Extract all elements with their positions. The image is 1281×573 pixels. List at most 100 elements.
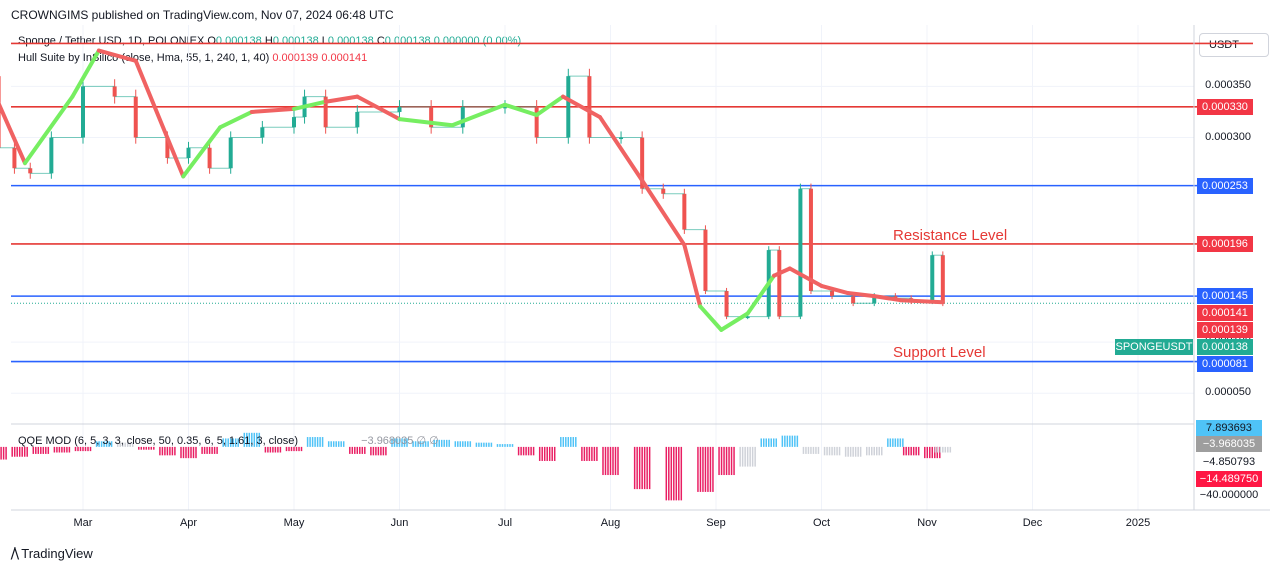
candle-body — [893, 296, 898, 299]
candle-body — [661, 188, 666, 194]
hull-legend: Hull Suite by InSilico (close, Hma, 55, … — [18, 52, 367, 64]
hull-segment — [534, 94, 566, 118]
qqe-tick-label: −3.968035 — [1196, 436, 1262, 452]
candle-body — [460, 106, 465, 128]
close-label: C — [376, 35, 385, 47]
qqe-tick-label: −14.489750 — [1196, 471, 1262, 487]
candle-body — [587, 76, 592, 138]
hull-line — [0, 48, 945, 332]
hull-segment — [397, 117, 455, 128]
hull-segment — [292, 99, 328, 111]
qqe-legend: QQE MOD (6, 5, 3, 3, close, 50, 0.35, 6,… — [18, 434, 439, 447]
price-tag: 0.000138 — [1197, 339, 1253, 356]
hull-segment — [682, 242, 703, 309]
hull-segment — [819, 283, 850, 296]
hull-segment — [787, 266, 824, 288]
candle-body — [534, 106, 539, 138]
candle-body — [429, 106, 434, 128]
candle-body — [619, 137, 624, 140]
hull-value-1: 0.000139 — [272, 52, 319, 64]
hull-segment — [96, 48, 138, 63]
candle-body — [49, 137, 54, 174]
hull-segment — [181, 125, 223, 179]
candle-body — [112, 86, 117, 97]
hull-segment — [218, 109, 254, 130]
candle-body — [640, 137, 645, 189]
candle-body — [851, 296, 856, 304]
candle-body — [682, 193, 687, 230]
candle-body — [872, 296, 877, 304]
candle-body — [12, 147, 17, 169]
qqe-tick-label: −4.850793 — [1196, 454, 1262, 470]
hull-name[interactable]: Hull Suite by InSilico (close, Hma, 55, … — [18, 52, 270, 64]
qqe-value-3: ∅ — [429, 435, 439, 447]
price-tag: 0.000253 — [1197, 177, 1253, 194]
hull-segment — [503, 102, 539, 118]
hull-segment — [450, 102, 507, 128]
candle-body — [745, 316, 750, 319]
hull-segment — [133, 58, 186, 179]
y-tick-label: 0.000050 — [1205, 386, 1251, 399]
x-tick-label: Mar — [73, 517, 93, 529]
tradingview-logo-icon: ⧸⧹ — [11, 546, 19, 561]
x-tick-label: Nov — [917, 517, 937, 529]
candle-body — [323, 96, 328, 128]
candle-body — [808, 188, 813, 291]
x-tick-label: Dec — [1022, 517, 1043, 529]
qqe-tick-label: −40.000000 — [1196, 487, 1262, 503]
currency-button[interactable]: USDT — [1199, 33, 1269, 57]
level-lines — [11, 42, 1253, 363]
candle-body — [777, 250, 782, 317]
candle-body — [703, 229, 708, 291]
x-tick-label: May — [283, 517, 305, 529]
x-tick-label: Apr — [179, 517, 198, 529]
candle-body — [165, 137, 170, 158]
hull-segment — [698, 304, 724, 332]
price-tag: 0.000081 — [1197, 356, 1253, 373]
hull-segment — [0, 101, 27, 166]
hull-segment — [745, 273, 777, 316]
x-tick-label: 2025 — [1125, 517, 1151, 529]
x-tick-label: Sep — [706, 517, 726, 529]
hull-segment — [772, 266, 792, 278]
candle-body — [228, 137, 233, 169]
candle-body — [355, 111, 360, 128]
qqe-value-2: ∅ — [416, 435, 427, 447]
candle-body — [133, 96, 138, 138]
tradingview-footer[interactable]: ⧸⧹ TradingView — [11, 546, 93, 562]
support-annotation: Support Level — [893, 344, 986, 361]
x-tick-label: Oct — [812, 517, 831, 529]
brand-name: TradingView — [21, 546, 93, 561]
hull-segment — [845, 291, 877, 299]
low-label: L — [321, 35, 328, 47]
price-tag: 0.000139 — [1197, 322, 1253, 339]
y-tick-label: 0.000350 — [1205, 79, 1251, 92]
candle-body — [292, 117, 296, 128]
hull-segment — [561, 94, 602, 120]
candle-body — [503, 106, 507, 109]
candle-body — [260, 127, 265, 138]
qqe-value-1: −3.968035 — [361, 435, 414, 447]
candles — [0, 68, 945, 320]
candle-body — [724, 291, 729, 317]
candle-body — [830, 291, 835, 297]
hull-segment — [355, 94, 402, 122]
candle-body — [397, 106, 402, 112]
candle-body — [207, 147, 212, 169]
price-tag: 0.000145 — [1197, 288, 1253, 305]
qqe-histogram — [0, 432, 952, 501]
x-tick-label: Aug — [600, 517, 621, 529]
candle-body — [186, 147, 191, 158]
hull-segment — [640, 178, 687, 247]
price-tag: 0.000330 — [1197, 98, 1253, 115]
price-tag: 0.000196 — [1197, 235, 1253, 252]
symbol-tag: SPONGEUSDT — [1115, 339, 1193, 356]
qqe-name[interactable]: QQE MOD (6, 5, 3, 3, close, 50, 0.35, 6,… — [18, 435, 299, 447]
hull-segment — [872, 294, 903, 303]
hull-segment — [323, 94, 360, 104]
price-tag: 0.000141 — [1197, 305, 1253, 322]
y-tick-label: 0.000300 — [1205, 130, 1251, 143]
candle-body — [930, 255, 935, 302]
